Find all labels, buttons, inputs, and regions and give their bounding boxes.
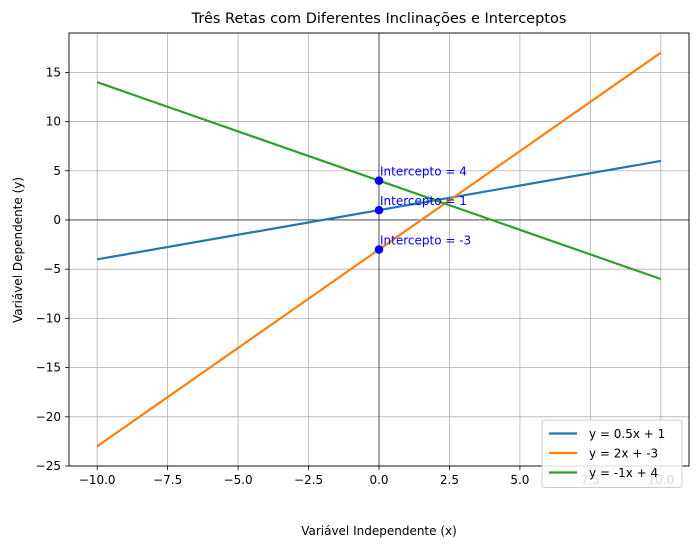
x-tick-label: 5.0 bbox=[510, 473, 529, 487]
y-tick-label: −10 bbox=[36, 311, 61, 325]
legend-entry: y = 0.5x + 1 bbox=[589, 427, 665, 441]
y-tick-label: −20 bbox=[36, 410, 61, 424]
legend: y = 0.5x + 1 y = 2x + -3 y = -1x + 4 bbox=[541, 419, 683, 488]
y-tick-label: 5 bbox=[53, 164, 61, 178]
intercept-label: Intercepto = -3 bbox=[380, 234, 471, 248]
intercept-points: Intercepto = 1 Intercepto = -3 Intercepto … bbox=[374, 165, 471, 254]
intercept-label: Intercepto = 4 bbox=[380, 165, 467, 179]
x-tick-label: −2.5 bbox=[294, 473, 323, 487]
x-axis-label: Variável Independente (x) bbox=[301, 524, 457, 538]
chart-title: Três Retas com Diferentes Inclinações e … bbox=[191, 11, 567, 27]
x-tick-label: 2.5 bbox=[440, 473, 459, 487]
y-tick-label: −15 bbox=[36, 361, 61, 375]
y-tick-label: 0 bbox=[53, 213, 61, 227]
legend-entry: y = 2x + -3 bbox=[589, 447, 658, 461]
x-tick-label: −5.0 bbox=[224, 473, 253, 487]
intercept-point bbox=[374, 245, 384, 254]
intercept-point bbox=[374, 176, 384, 185]
y-axis-label: Variável Dependente (y) bbox=[11, 177, 25, 323]
y-axis-ticks: −25 −20 −15 −10 −5 0 5 10 15 bbox=[36, 65, 69, 473]
x-tick-label: −10.0 bbox=[79, 473, 116, 487]
legend-entry: y = -1x + 4 bbox=[589, 466, 658, 480]
y-tick-label: −25 bbox=[36, 459, 61, 473]
legend-box bbox=[541, 419, 683, 488]
intercept-label: Intercepto = 1 bbox=[380, 194, 467, 208]
x-tick-label: −7.5 bbox=[153, 473, 182, 487]
x-tick-label: 0.0 bbox=[369, 473, 388, 487]
y-tick-label: −5 bbox=[43, 262, 61, 276]
y-tick-label: 15 bbox=[46, 65, 61, 79]
intercept-point bbox=[374, 205, 384, 215]
y-tick-label: 10 bbox=[46, 115, 61, 129]
